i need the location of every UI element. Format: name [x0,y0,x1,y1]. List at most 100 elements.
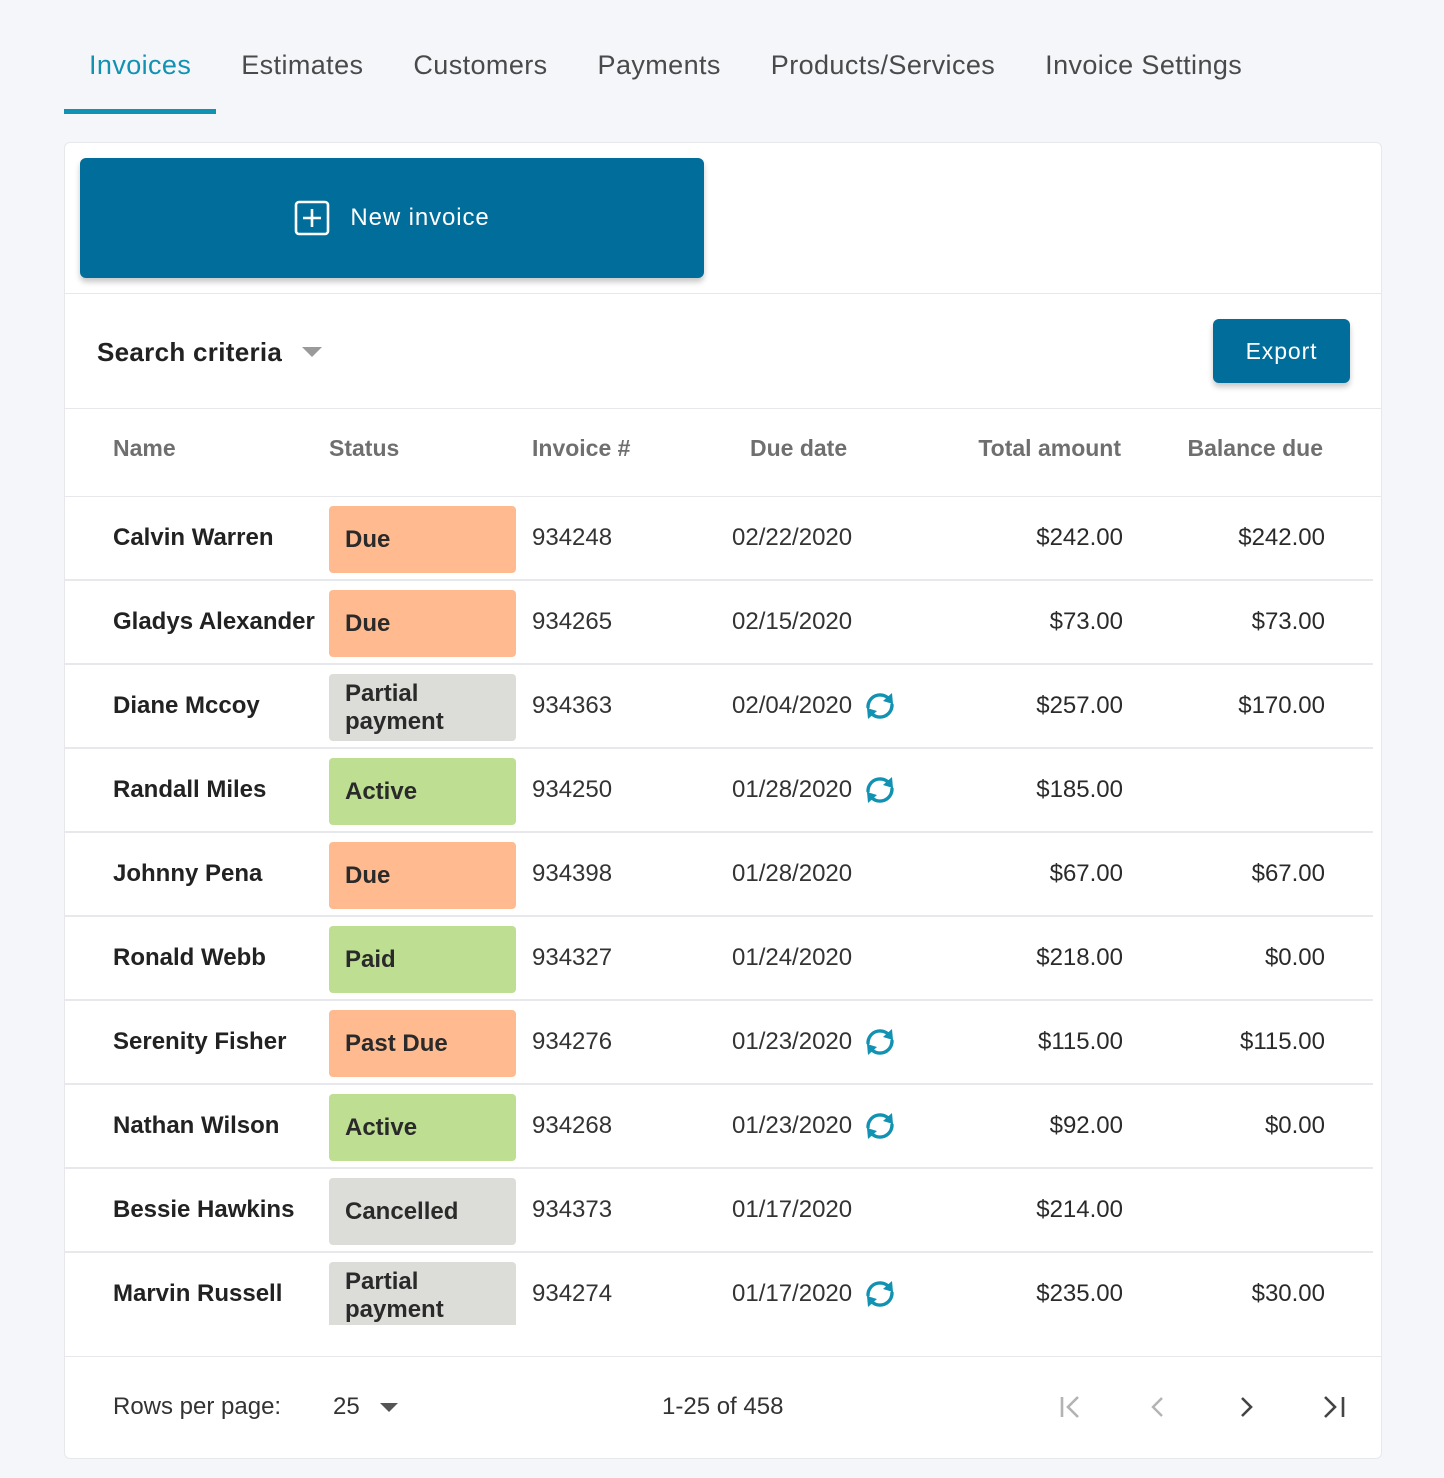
invoices-card: New invoice Search criteria Export Name … [64,142,1382,1459]
column-header-due-date[interactable]: Due date [750,435,848,461]
column-header-total-amount[interactable]: Total amount [978,435,1121,461]
table-row[interactable]: Johnny Pena Due 934398 01/28/2020 $67.00 $67.… [65,833,1373,917]
customer-name[interactable]: Ronald Webb [113,944,266,971]
sync-icon [862,1026,898,1058]
pagination-range: 1-25 of 458 [662,1393,784,1420]
customer-name[interactable]: Randall Miles [113,776,267,803]
total-amount: $67.00 [1049,860,1123,887]
due-date-cell: 01/28/2020 [732,833,852,915]
sync-icon [862,774,898,806]
chevron-right-icon [1241,1397,1253,1417]
customer-name[interactable]: Diane Mccoy [113,692,260,719]
invoice-number[interactable]: 934248 [532,524,613,551]
rows-per-page-value: 25 [333,1393,360,1420]
balance-due: $0.00 [1264,944,1325,971]
status-badge: Partial payment [329,674,516,741]
due-date: 01/28/2020 [732,776,853,803]
customer-name[interactable]: Calvin Warren [113,524,274,551]
last-page-icon [1324,1396,1345,1418]
table-row[interactable]: Nathan Wilson Active 934268 01/23/2020 $92.0… [65,1085,1373,1169]
balance-due: $0.00 [1264,1112,1325,1139]
customer-name[interactable]: Bessie Hawkins [113,1196,295,1223]
invoice-number[interactable]: 934265 [532,608,613,635]
tab-payments[interactable]: Payments [597,50,721,80]
invoice-number[interactable]: 934268 [532,1112,613,1139]
tab-products-services[interactable]: Products/Services [770,50,996,80]
balance-due: $242.00 [1238,524,1325,551]
new-invoice-label: New invoice [350,204,490,231]
table-row[interactable]: Marvin Russell Partial payment 934274 01/17… [65,1253,1373,1325]
invoice-number[interactable]: 934327 [532,944,613,971]
customer-name[interactable]: Johnny Pena [113,860,263,887]
status-badge: Due [329,506,516,573]
tab-invoices[interactable]: Invoices [64,30,217,114]
status-badge: Partial payment [329,1262,516,1325]
tab-bar: Invoices Estimates Customers Payments Pr… [64,30,1267,114]
total-amount: $235.00 [1036,1280,1123,1307]
customer-name[interactable]: Marvin Russell [113,1280,283,1307]
table-row[interactable]: Bessie Hawkins Cancelled 934373 01/17/2020 $… [65,1169,1373,1253]
status-badge: Active [329,1094,516,1161]
due-date: 01/24/2020 [732,944,853,971]
divider [65,408,1381,409]
invoice-number[interactable]: 934276 [532,1028,613,1055]
invoice-table-body: Calvin Warren Due 934248 02/22/2020 $242.00 $… [65,497,1373,1325]
tab-customers[interactable]: Customers [413,50,548,80]
rows-per-page-select[interactable]: 25 [333,1393,398,1421]
due-date: 01/23/2020 [732,1028,853,1055]
sync-icon [862,1110,898,1142]
due-date-cell: 01/17/2020 [732,1253,898,1325]
export-button[interactable]: Export [1213,319,1350,383]
plus-square-icon [294,200,330,236]
customer-name[interactable]: Gladys Alexander [113,608,315,635]
caret-down-icon [302,347,323,357]
last-page-button[interactable] [1314,1387,1354,1427]
due-date-cell: 01/23/2020 [732,1001,898,1083]
total-amount: $185.00 [1036,776,1123,803]
due-date: 01/23/2020 [732,1112,853,1139]
due-date-cell: 01/23/2020 [732,1085,898,1167]
due-date-cell: 01/24/2020 [732,917,852,999]
invoice-number[interactable]: 934363 [532,692,613,719]
total-amount: $73.00 [1049,608,1123,635]
table-row[interactable]: Calvin Warren Due 934248 02/22/2020 $242.00 $… [65,497,1373,581]
status-badge: Paid [329,926,516,993]
due-date-cell: 02/04/2020 [732,665,898,747]
table-row[interactable]: Serenity Fisher Past Due 934276 01/23/2020 $… [65,1001,1373,1085]
sync-icon [862,1278,898,1310]
balance-due: $67.00 [1251,860,1325,887]
status-badge: Active [329,758,516,825]
due-date-cell: 02/22/2020 [732,497,852,579]
first-page-button[interactable] [1051,1387,1091,1427]
tab-invoice-settings[interactable]: Invoice Settings [1045,50,1243,80]
invoice-number[interactable]: 934373 [532,1196,613,1223]
previous-page-button[interactable] [1138,1387,1178,1427]
table-row[interactable]: Randall Miles Active 934250 01/28/2020 $185.… [65,749,1373,833]
column-header-status[interactable]: Status [329,435,400,461]
column-header-balance-due[interactable]: Balance due [1187,435,1324,461]
column-header-name[interactable]: Name [113,435,176,461]
balance-due: $73.00 [1251,608,1325,635]
table-row[interactable]: Diane Mccoy Partial payment 934363 02/04/20… [65,665,1373,749]
search-criteria-toggle[interactable]: Search criteria [97,333,323,371]
due-date: 01/17/2020 [732,1280,853,1307]
total-amount: $218.00 [1036,944,1123,971]
sync-icon [862,690,898,722]
next-page-button[interactable] [1226,1387,1266,1427]
invoice-number[interactable]: 934250 [532,776,613,803]
invoice-number[interactable]: 934274 [532,1280,613,1307]
rows-per-page-label: Rows per page: [113,1393,282,1420]
new-invoice-button[interactable]: New invoice [80,158,704,278]
customer-name[interactable]: Nathan Wilson [113,1112,280,1139]
status-badge: Due [329,590,516,657]
column-header-invoice[interactable]: Invoice # [532,435,631,461]
table-row[interactable]: Ronald Webb Paid 934327 01/24/2020 $218.00 $0… [65,917,1373,1001]
due-date: 02/15/2020 [732,608,853,635]
customer-name[interactable]: Serenity Fisher [113,1028,287,1055]
first-page-icon [1060,1396,1079,1418]
due-date-cell: 01/28/2020 [732,749,898,831]
tab-estimates[interactable]: Estimates [241,50,364,80]
table-row[interactable]: Gladys Alexander Due 934265 02/15/2020 $73.0… [65,581,1373,665]
invoice-number[interactable]: 934398 [532,860,613,887]
due-date: 02/04/2020 [732,692,853,719]
